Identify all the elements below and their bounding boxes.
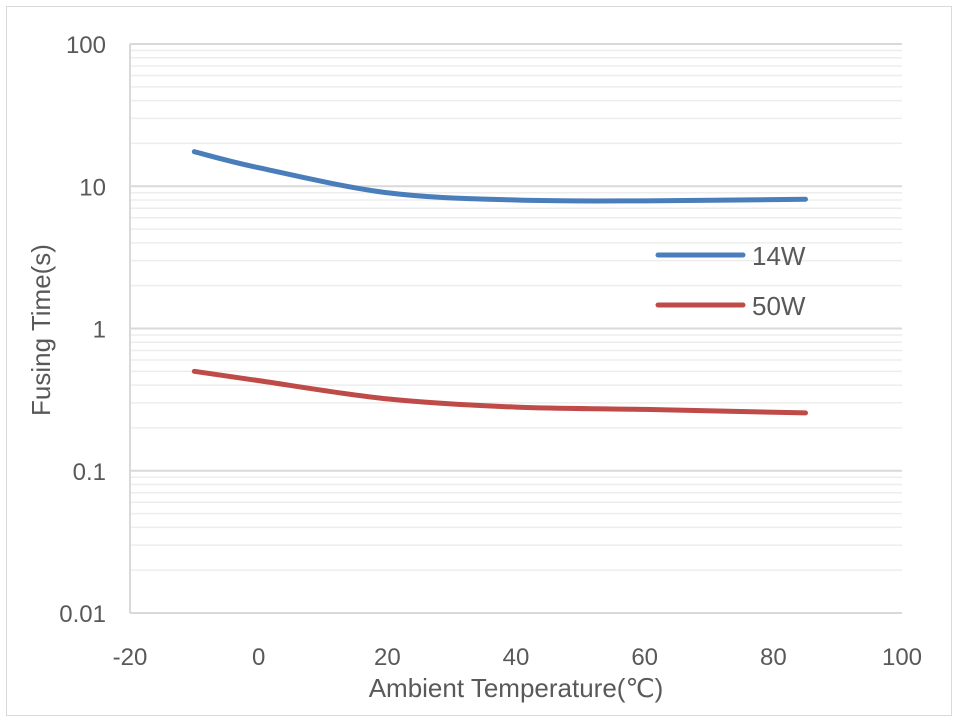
series-lines	[191, 149, 808, 416]
series-line-50W	[191, 368, 808, 416]
legend-label-50W: 50W	[752, 291, 806, 321]
x-tick-label: 40	[503, 644, 530, 671]
x-tick-label: 80	[760, 644, 787, 671]
axes	[129, 44, 902, 614]
x-tick-label: 20	[374, 644, 401, 671]
y-tick-label: 10	[79, 174, 106, 201]
x-tick-label: 100	[882, 644, 922, 671]
x-axis-ticks: -20 0 20 40 60 80 100	[113, 644, 922, 671]
y-tick-label: 0.01	[59, 601, 106, 628]
x-axis-title: Ambient Temperature(℃)	[369, 673, 664, 703]
series-line-14W	[191, 149, 808, 204]
x-tick-label: 0	[252, 644, 265, 671]
legend-label-14W: 14W	[752, 241, 806, 271]
y-tick-label: 1	[93, 317, 106, 344]
y-tick-label: 0.1	[73, 459, 106, 486]
gridlines	[130, 43, 902, 571]
y-axis-ticks: 0.01 0.1 1 10 100	[59, 32, 106, 628]
y-tick-label: 100	[66, 32, 106, 59]
chart-frame	[6, 6, 952, 716]
y-axis-title: Fusing Time(s)	[26, 244, 56, 416]
legend: 14W 50W	[655, 241, 806, 321]
x-tick-label: -20	[113, 644, 148, 671]
x-tick-label: 60	[631, 644, 658, 671]
